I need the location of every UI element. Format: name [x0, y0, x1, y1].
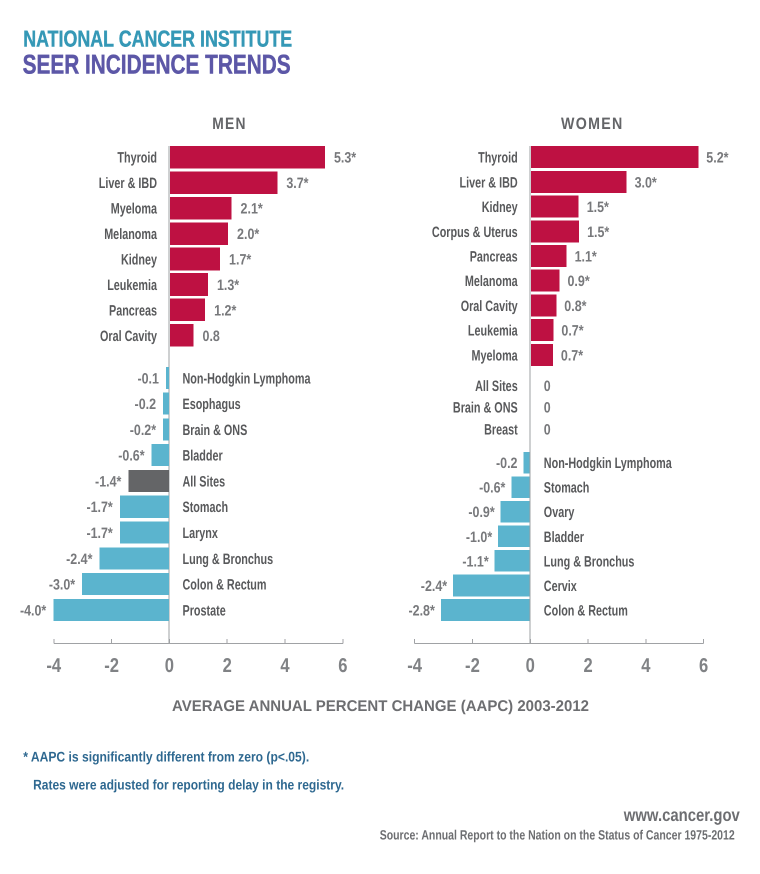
svg-text:Bladder: Bladder	[544, 529, 584, 546]
svg-text:-1.0*: -1.0*	[466, 529, 492, 546]
svg-text:Lung & Bronchus: Lung & Bronchus	[183, 551, 274, 568]
svg-text:Pancreas: Pancreas	[109, 302, 157, 319]
svg-text:Stomach: Stomach	[183, 499, 229, 516]
svg-text:Oral Cavity: Oral Cavity	[100, 328, 157, 345]
svg-text:0.8*: 0.8*	[564, 298, 586, 315]
svg-text:Leukemia: Leukemia	[468, 323, 518, 340]
svg-text:-0.6*: -0.6*	[479, 480, 505, 497]
svg-text:-0.1: -0.1	[137, 370, 159, 387]
svg-text:Myeloma: Myeloma	[111, 201, 158, 218]
svg-text:6: 6	[338, 655, 347, 677]
svg-text:Brain & ONS: Brain & ONS	[183, 422, 248, 439]
svg-text:1.5*: 1.5*	[587, 224, 609, 241]
svg-text:0: 0	[165, 655, 174, 677]
svg-text:1.5*: 1.5*	[587, 199, 609, 216]
svg-text:Kidney: Kidney	[121, 251, 157, 268]
svg-text:-1.7*: -1.7*	[86, 499, 112, 516]
svg-text:-2: -2	[104, 655, 119, 677]
svg-text:3.0*: 3.0*	[635, 174, 657, 191]
svg-text:NATIONAL CANCER INSTITUTE: NATIONAL CANCER INSTITUTE	[23, 25, 292, 51]
svg-text:-0.2: -0.2	[496, 455, 518, 472]
svg-text:1.1*: 1.1*	[575, 248, 597, 265]
svg-text:-4: -4	[407, 655, 423, 677]
svg-text:2: 2	[223, 655, 232, 677]
svg-text:0: 0	[526, 655, 535, 677]
svg-text:-1.4*: -1.4*	[95, 473, 121, 490]
svg-text:Liver & IBD: Liver & IBD	[99, 175, 157, 192]
svg-text:2.1*: 2.1*	[241, 201, 263, 218]
svg-text:0.8: 0.8	[203, 328, 220, 345]
svg-text:Stomach: Stomach	[544, 480, 590, 497]
svg-text:4: 4	[641, 655, 651, 677]
svg-text:MEN: MEN	[212, 115, 247, 133]
svg-text:Melanoma: Melanoma	[104, 226, 157, 243]
svg-text:Cervix: Cervix	[544, 578, 577, 595]
svg-text:3.7*: 3.7*	[286, 175, 308, 192]
svg-text:0: 0	[544, 421, 551, 438]
svg-text:-3.0*: -3.0*	[49, 577, 75, 594]
svg-text:0.9*: 0.9*	[568, 273, 590, 290]
svg-text:Prostate: Prostate	[183, 602, 226, 619]
svg-text:0.7*: 0.7*	[561, 347, 583, 364]
svg-text:All Sites: All Sites	[475, 378, 518, 395]
svg-text:Leukemia: Leukemia	[107, 277, 157, 294]
svg-text:2: 2	[583, 655, 592, 677]
svg-text:0: 0	[544, 378, 551, 395]
svg-text:2.0*: 2.0*	[237, 226, 259, 243]
svg-text:www.cancer.gov: www.cancer.gov	[623, 805, 740, 825]
svg-text:Source: Annual Report to the N: Source: Annual Report to the Nation on t…	[380, 828, 735, 843]
svg-text:-0.2: -0.2	[135, 396, 157, 413]
svg-text:4: 4	[280, 655, 290, 677]
svg-text:1.7*: 1.7*	[229, 251, 251, 268]
svg-text:Non-Hodgkin Lymphoma: Non-Hodgkin Lymphoma	[183, 370, 311, 387]
svg-text:5.3*: 5.3*	[334, 150, 356, 167]
svg-text:Liver & IBD: Liver & IBD	[460, 174, 518, 191]
svg-text:-2: -2	[465, 655, 480, 677]
svg-text:Oral Cavity: Oral Cavity	[461, 298, 518, 315]
svg-text:Colon & Rectum: Colon & Rectum	[183, 577, 267, 594]
svg-text:Rates were adjusted for report: Rates were adjusted for reporting delay …	[33, 777, 344, 793]
svg-text:Thyroid: Thyroid	[478, 150, 518, 167]
svg-text:-0.9*: -0.9*	[468, 504, 494, 521]
svg-text:5.2*: 5.2*	[706, 150, 728, 167]
svg-text:Larynx: Larynx	[183, 525, 219, 542]
svg-text:Myeloma: Myeloma	[472, 347, 519, 364]
svg-text:0.7*: 0.7*	[561, 323, 583, 340]
svg-text:Brain & ONS: Brain & ONS	[453, 399, 518, 416]
svg-text:-2.4*: -2.4*	[66, 551, 92, 568]
svg-text:0: 0	[544, 399, 551, 416]
svg-text:-2.8*: -2.8*	[409, 602, 435, 619]
svg-text:-0.2*: -0.2*	[130, 422, 156, 439]
svg-text:AVERAGE ANNUAL PERCENT CHANGE: AVERAGE ANNUAL PERCENT CHANGE (AAPC) 200…	[172, 698, 589, 715]
svg-text:* AAPC is significantly differ: * AAPC is significantly different from z…	[23, 749, 309, 765]
svg-text:Non-Hodgkin Lymphoma: Non-Hodgkin Lymphoma	[544, 455, 672, 472]
svg-text:Bladder: Bladder	[183, 448, 223, 465]
svg-text:Ovary: Ovary	[544, 504, 575, 521]
svg-text:-0.6*: -0.6*	[118, 448, 144, 465]
svg-text:Melanoma: Melanoma	[465, 273, 518, 290]
svg-text:-1.7*: -1.7*	[86, 525, 112, 542]
svg-text:-1.1*: -1.1*	[462, 553, 488, 570]
svg-text:1.2*: 1.2*	[214, 302, 236, 319]
svg-text:Esophagus: Esophagus	[183, 396, 241, 413]
svg-text:-4.0*: -4.0*	[20, 602, 46, 619]
svg-text:WOMEN: WOMEN	[561, 115, 624, 133]
svg-text:Kidney: Kidney	[482, 199, 518, 216]
svg-text:1.3*: 1.3*	[217, 277, 239, 294]
svg-text:All Sites: All Sites	[183, 473, 226, 490]
svg-text:Thyroid: Thyroid	[117, 150, 157, 167]
svg-text:-2.4*: -2.4*	[421, 578, 447, 595]
svg-text:-4: -4	[46, 655, 62, 677]
svg-text:Corpus & Uterus: Corpus & Uterus	[432, 224, 518, 241]
svg-text:SEER INCIDENCE TRENDS: SEER INCIDENCE TRENDS	[23, 49, 291, 79]
svg-text:Breast: Breast	[484, 421, 518, 438]
svg-text:Lung & Bronchus: Lung & Bronchus	[544, 553, 635, 570]
svg-text:Colon & Rectum: Colon & Rectum	[544, 602, 628, 619]
svg-text:6: 6	[699, 655, 708, 677]
svg-text:Pancreas: Pancreas	[470, 248, 518, 265]
